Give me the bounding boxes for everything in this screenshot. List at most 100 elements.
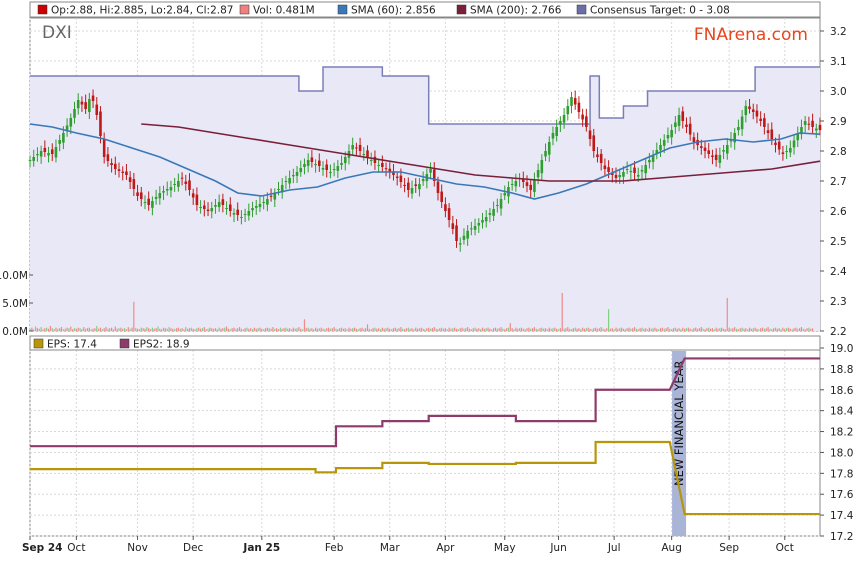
x-tick-label: Oct xyxy=(67,542,85,554)
candle-body xyxy=(62,133,65,143)
candle-body xyxy=(792,140,796,148)
candle-body xyxy=(154,197,158,199)
volume-bar xyxy=(49,325,51,331)
volume-bar xyxy=(505,328,508,331)
legend-label: SMA (60): 2.856 xyxy=(351,5,436,17)
ticker-label: DXI xyxy=(42,23,72,43)
volume-bar xyxy=(722,328,725,331)
volume-bar xyxy=(659,328,662,331)
volume-bar xyxy=(737,329,740,331)
volume-bar xyxy=(140,327,142,331)
volume-bar xyxy=(86,328,89,331)
volume-bar xyxy=(101,329,103,331)
volume-bar xyxy=(548,327,550,331)
volume-bar xyxy=(51,328,53,331)
volume-bar xyxy=(628,327,630,331)
volume-bar xyxy=(36,328,39,331)
volume-bar xyxy=(539,328,541,331)
volume-bar xyxy=(711,328,714,331)
candle-body xyxy=(414,184,418,186)
volume-bar xyxy=(682,327,684,331)
candle-body xyxy=(481,220,484,223)
candle-body xyxy=(447,208,451,220)
candle-body xyxy=(321,168,325,170)
candle-body xyxy=(607,167,610,172)
volume-bar xyxy=(318,328,320,331)
volume-bar xyxy=(481,327,484,331)
candle-body xyxy=(65,125,69,132)
volume-bar xyxy=(263,329,265,331)
volume-bar xyxy=(450,328,452,331)
volume-bar xyxy=(404,329,406,331)
eps-tick-label: 18.0 xyxy=(830,447,853,459)
volume-bar xyxy=(537,329,539,331)
volume-bar xyxy=(170,328,172,331)
candle-body xyxy=(173,184,176,185)
volume-bar xyxy=(778,328,780,331)
candle-body xyxy=(796,133,800,141)
candle-body xyxy=(336,166,340,171)
volume-bar xyxy=(502,328,504,331)
candle-body xyxy=(503,193,507,196)
candle-body xyxy=(458,243,462,245)
candle-body xyxy=(818,124,822,130)
candle-body xyxy=(470,228,473,230)
volume-bar xyxy=(546,329,548,331)
candle-body xyxy=(403,184,406,186)
candle-body xyxy=(36,154,39,156)
candle-body xyxy=(91,95,95,101)
price-tick-label: 2.4 xyxy=(830,266,847,278)
volume-bar xyxy=(760,328,762,331)
candle-body xyxy=(763,118,766,127)
candle-body xyxy=(740,116,744,130)
eps-tick-label: 18.8 xyxy=(830,364,853,376)
volume-bar xyxy=(728,327,730,331)
candle-body xyxy=(785,151,788,152)
candle-body xyxy=(88,99,91,113)
volume-bar xyxy=(572,328,574,331)
volume-bar xyxy=(294,328,296,331)
volume-bar xyxy=(253,327,255,331)
eps-tick-label: 17.2 xyxy=(830,531,853,543)
candle-body xyxy=(622,172,625,177)
volume-bar xyxy=(352,328,354,331)
volume-bar xyxy=(552,328,554,331)
candle-body xyxy=(551,133,555,139)
volume-bar xyxy=(324,329,326,331)
volume-bar xyxy=(535,328,537,331)
candle-body xyxy=(225,208,228,209)
volume-bar xyxy=(135,328,137,331)
x-tick-label: May xyxy=(494,542,516,554)
volume-bar xyxy=(409,328,411,331)
volume-bar xyxy=(600,327,602,331)
volume-bar xyxy=(281,328,283,331)
legend-label: EPS: 17.4 xyxy=(47,339,97,351)
volume-bar xyxy=(624,329,626,331)
volume-bar xyxy=(713,329,715,331)
candle-body xyxy=(214,205,217,207)
volume-bar xyxy=(242,329,244,331)
candle-body xyxy=(718,155,722,163)
candle-body xyxy=(358,144,362,151)
volume-bar xyxy=(544,328,547,331)
candle-body xyxy=(562,115,566,123)
volume-bar xyxy=(33,329,35,331)
candle-body xyxy=(169,187,173,191)
volume-bar xyxy=(541,327,543,331)
legend-swatch xyxy=(239,4,250,15)
volume-bar xyxy=(339,328,341,331)
volume-bar xyxy=(96,325,98,331)
legend-bar xyxy=(29,1,821,18)
candle-body xyxy=(662,140,666,146)
candle-body xyxy=(303,164,306,168)
volume-bar xyxy=(784,328,786,331)
volume-bar xyxy=(717,328,719,331)
volume-bar xyxy=(34,326,37,331)
candle-body xyxy=(714,154,718,160)
candle-body xyxy=(418,184,421,190)
candle-body xyxy=(273,193,277,200)
volume-bar xyxy=(255,328,257,331)
volume-bar xyxy=(53,329,55,331)
candle-body xyxy=(751,109,755,112)
volume-bar xyxy=(426,328,428,331)
